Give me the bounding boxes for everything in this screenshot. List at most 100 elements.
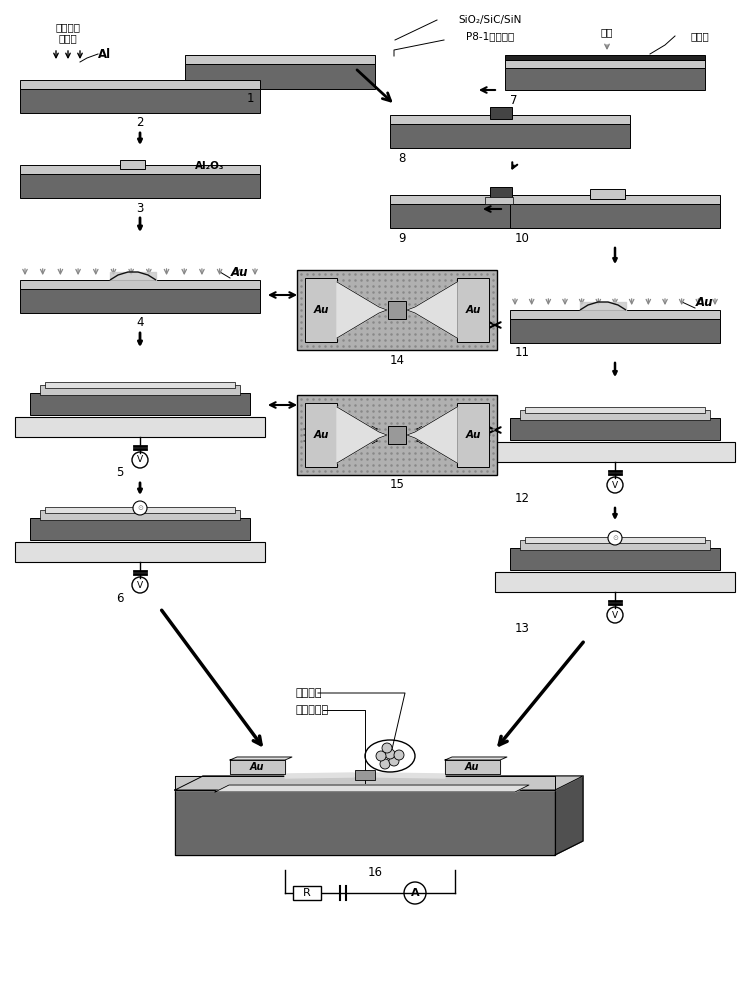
Text: 7: 7	[510, 94, 518, 106]
Bar	[297, 395, 497, 475]
Bar	[388, 301, 406, 319]
Text: 12: 12	[515, 491, 530, 504]
Polygon shape	[337, 407, 387, 463]
Bar	[120, 160, 145, 169]
Text: 旋涂: 旋涂	[600, 27, 613, 37]
Polygon shape	[407, 282, 457, 338]
Bar	[185, 64, 375, 89]
Bar	[20, 80, 260, 89]
Circle shape	[380, 759, 390, 769]
Text: 2: 2	[136, 116, 144, 129]
Text: Au: Au	[697, 296, 714, 308]
Bar	[457, 403, 489, 467]
Text: V: V	[137, 456, 143, 464]
Bar	[20, 89, 260, 113]
Text: Au: Au	[250, 762, 264, 772]
Text: 10: 10	[515, 232, 530, 244]
Bar	[297, 270, 497, 350]
Text: Al: Al	[98, 47, 112, 60]
Bar	[390, 115, 630, 124]
Text: Au: Au	[314, 430, 329, 440]
Bar	[355, 770, 375, 780]
Bar	[520, 410, 710, 420]
Bar	[520, 540, 710, 550]
Bar	[390, 195, 630, 204]
Bar	[40, 510, 240, 520]
Bar	[490, 107, 512, 119]
Bar	[505, 60, 705, 68]
Bar	[305, 278, 337, 342]
Text: V: V	[612, 481, 618, 489]
Text: 15: 15	[390, 479, 405, 491]
Text: Au: Au	[231, 265, 249, 278]
Bar	[510, 204, 720, 228]
Bar	[20, 280, 260, 289]
Bar	[510, 418, 720, 440]
Text: V: V	[612, 610, 618, 619]
Bar	[293, 886, 321, 900]
Polygon shape	[407, 407, 457, 463]
Bar	[525, 407, 705, 413]
Bar	[305, 403, 337, 467]
Polygon shape	[175, 776, 583, 790]
Bar	[15, 417, 265, 437]
Text: Au: Au	[466, 430, 481, 440]
Text: 1: 1	[247, 93, 254, 105]
Text: P8-1压电陶瓷: P8-1压电陶瓷	[466, 31, 514, 41]
Polygon shape	[175, 776, 583, 790]
Text: 有机分子: 有机分子	[295, 688, 322, 698]
Polygon shape	[373, 773, 445, 778]
Text: SiO₂/SiC/SiN: SiO₂/SiC/SiN	[458, 15, 522, 25]
Circle shape	[394, 750, 404, 760]
Polygon shape	[445, 757, 507, 760]
Bar	[510, 319, 720, 343]
Text: 13: 13	[515, 621, 530, 635]
Text: R: R	[303, 888, 311, 898]
Polygon shape	[230, 757, 292, 760]
Text: 6: 6	[116, 591, 124, 604]
Text: 9: 9	[398, 232, 405, 244]
Bar	[40, 385, 240, 395]
Bar	[495, 572, 735, 592]
Bar	[388, 426, 406, 444]
Bar	[495, 442, 735, 462]
Text: V: V	[137, 580, 143, 589]
Bar	[457, 278, 489, 342]
Text: 11: 11	[515, 347, 530, 360]
Bar	[20, 165, 260, 174]
Bar	[525, 537, 705, 543]
Text: Al₂O₃: Al₂O₃	[195, 161, 224, 171]
Text: ⊙: ⊙	[137, 505, 143, 511]
Text: Au: Au	[314, 305, 329, 315]
Polygon shape	[215, 785, 529, 792]
Bar	[45, 382, 235, 388]
Text: 14: 14	[390, 354, 405, 366]
Polygon shape	[175, 790, 555, 855]
Text: Au: Au	[465, 762, 479, 772]
Polygon shape	[175, 776, 555, 790]
Text: 拉应力薄膜: 拉应力薄膜	[295, 705, 328, 715]
Circle shape	[382, 743, 392, 753]
Bar	[390, 204, 630, 228]
Text: A: A	[410, 888, 419, 898]
Bar	[30, 393, 250, 415]
Circle shape	[376, 751, 386, 761]
Text: 光刻胶: 光刻胶	[691, 31, 709, 41]
Text: 16: 16	[367, 866, 382, 880]
Polygon shape	[285, 773, 357, 778]
Circle shape	[389, 756, 399, 766]
Bar	[505, 55, 705, 60]
Bar	[590, 189, 625, 199]
Bar	[390, 124, 630, 148]
Bar	[15, 542, 265, 562]
Polygon shape	[337, 282, 387, 338]
Text: 8: 8	[398, 151, 405, 164]
Text: 3: 3	[136, 202, 144, 215]
Text: ⊙: ⊙	[612, 535, 618, 541]
Bar	[185, 55, 375, 64]
Bar	[510, 195, 720, 204]
Text: Au: Au	[466, 305, 481, 315]
Circle shape	[385, 749, 395, 759]
Text: 4: 4	[136, 316, 144, 330]
Bar	[20, 174, 260, 198]
